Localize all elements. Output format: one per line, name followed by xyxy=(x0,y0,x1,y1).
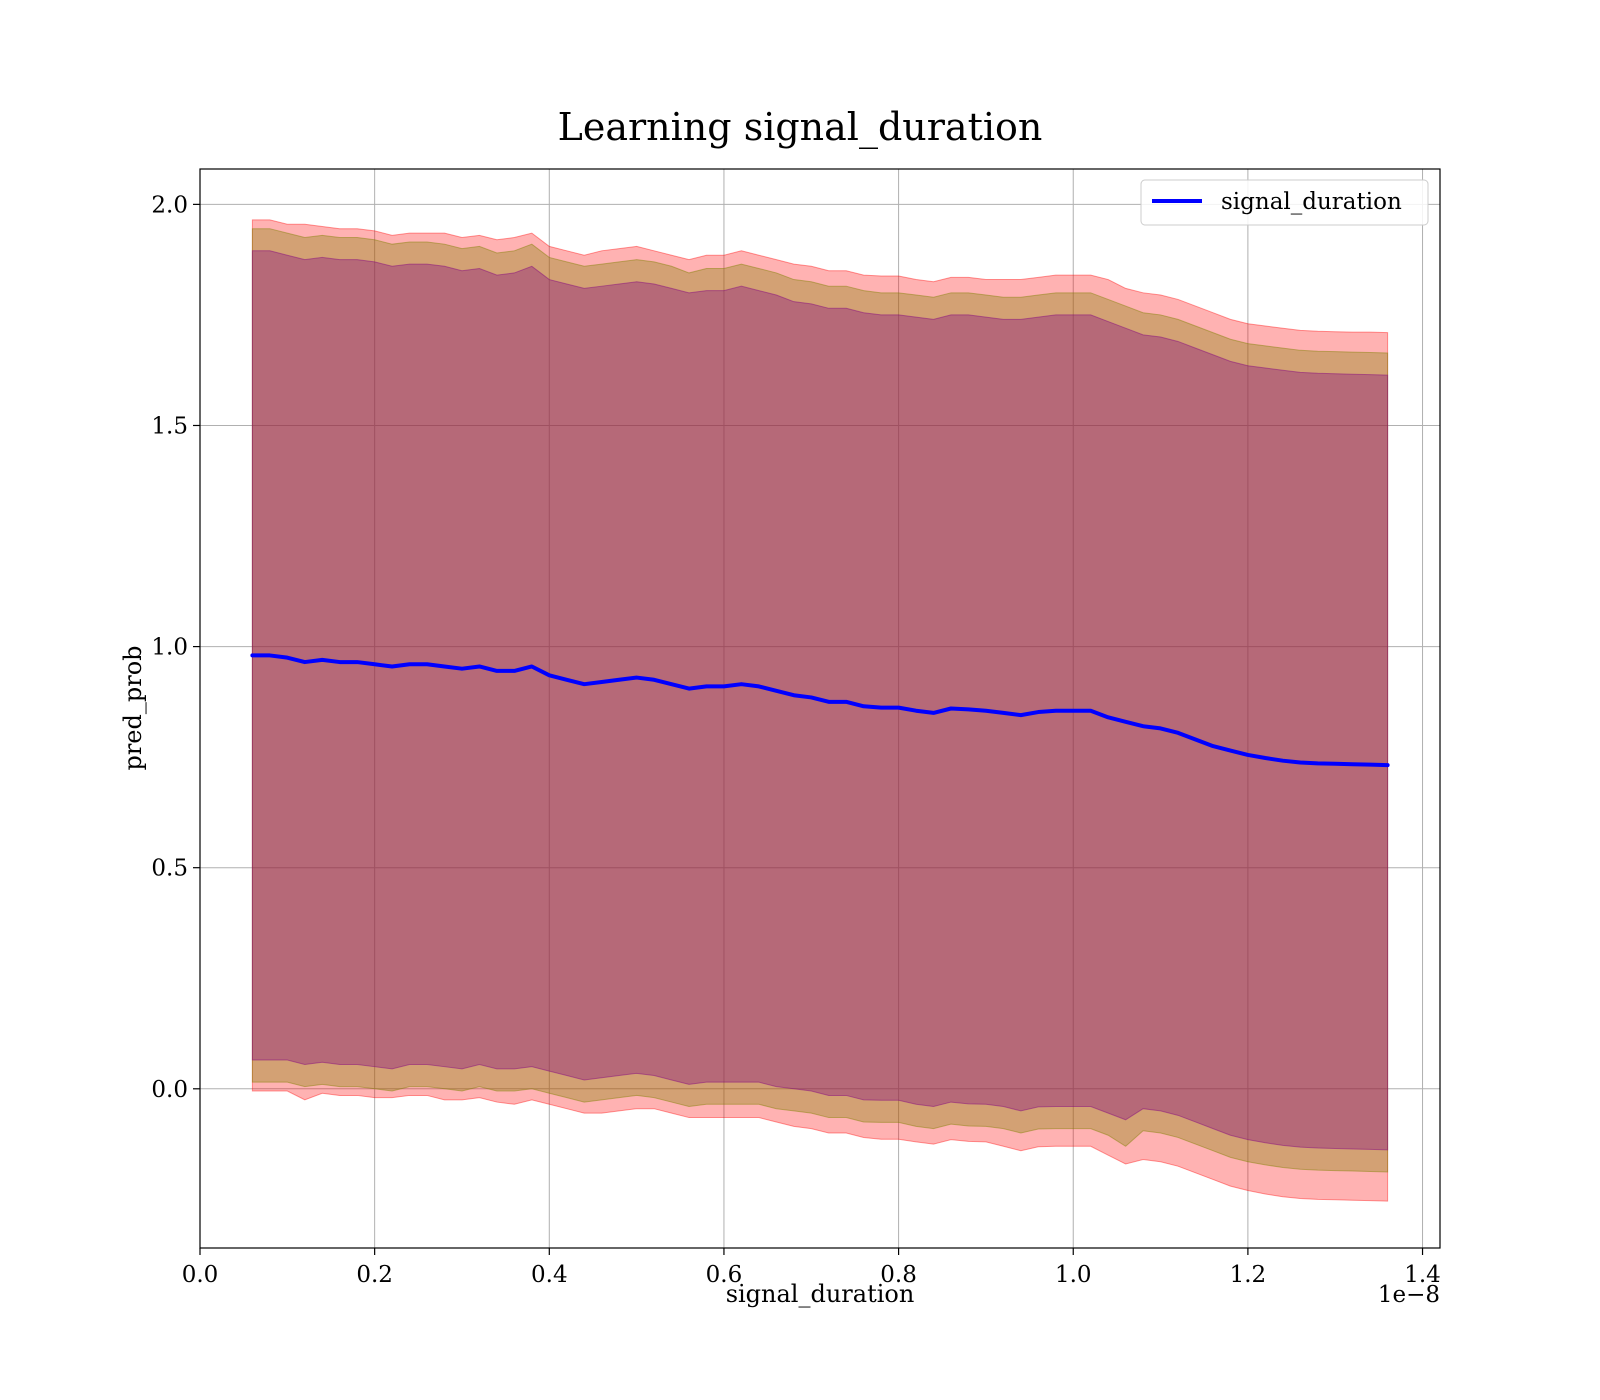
y-axis-label: pred_prob xyxy=(119,645,147,770)
x-axis-label: signal_duration xyxy=(726,1280,915,1308)
legend-label: signal_duration xyxy=(1221,189,1402,215)
y-tick-label: 1.5 xyxy=(151,413,188,439)
legend: signal_duration xyxy=(1140,179,1429,226)
series-line-1 xyxy=(250,653,1390,768)
y-tick-label: 0.0 xyxy=(151,1077,188,1103)
x-tick-label: 1.2 xyxy=(1230,1262,1267,1288)
x-axis-offset-label: 1e−8 xyxy=(1378,1282,1440,1308)
confidence-band-1 xyxy=(251,219,1389,1202)
x-tick-label: 1.4 xyxy=(1404,1262,1441,1288)
x-tick-label: 0.0 xyxy=(182,1262,219,1288)
confidence-bands xyxy=(251,219,1389,1202)
y-axis-ticks: 0.0 0.5 1.0 1.5 2.0 xyxy=(151,192,200,1103)
y-tick-label: 0.5 xyxy=(151,856,188,882)
x-tick-label: 1.0 xyxy=(1055,1262,1092,1288)
chart-title: Learning signal_duration xyxy=(558,105,1043,150)
x-tick-label: 0.4 xyxy=(531,1262,568,1288)
y-tick-label: 1.0 xyxy=(151,635,188,661)
x-tick-label: 0.2 xyxy=(356,1262,393,1288)
grid xyxy=(199,169,1440,1248)
y-tick-label: 2.0 xyxy=(151,192,188,218)
plot-frame xyxy=(199,168,1441,1249)
x-tick-label: 0.6 xyxy=(706,1262,743,1288)
x-axis-ticks: 0.0 0.2 0.4 0.6 0.8 1.0 1.2 1.4 xyxy=(182,1248,1441,1288)
x-tick-label: 0.8 xyxy=(880,1262,917,1288)
legend-box xyxy=(1140,179,1429,226)
series-lines xyxy=(250,653,1390,768)
